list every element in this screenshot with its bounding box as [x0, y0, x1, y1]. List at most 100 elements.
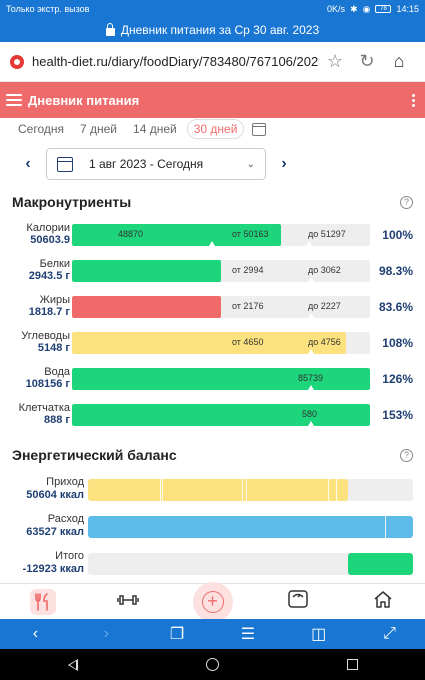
macro-name: Калории [26, 222, 70, 234]
macro-progress-bar: от 4650 до 4756 [72, 332, 370, 354]
tabs-icon[interactable]: ❐ [169, 626, 185, 643]
energy-bar [88, 553, 413, 575]
macro-progress-fill [72, 404, 370, 426]
macro-percent: 100% [382, 228, 413, 242]
macro-progress-bar: от 2176 до 2227 [72, 296, 370, 318]
energy-label: Приход 50604 ккал [8, 476, 84, 502]
period-tabs: Сегодня 7 дней 14 дней 30 дней [12, 119, 267, 139]
macro-tick-to: до 2227 [308, 301, 341, 311]
chevron-down-icon: ⌄ [246, 158, 255, 170]
date-range-row: ‹ 1 авг 2023 - Сегодня ⌄ › [0, 148, 425, 180]
energy-row: Приход 50604 ккал [0, 476, 425, 506]
add-icon: + [201, 590, 224, 613]
tab-7-days[interactable]: 7 дней [80, 122, 118, 136]
nav-food[interactable] [0, 588, 85, 615]
macro-progress-bar: от 2994 до 3062 [72, 260, 370, 282]
back-icon[interactable]: ‹ [32, 625, 39, 642]
nav-workouts[interactable] [85, 593, 170, 611]
chevron-left-icon[interactable]: ‹ [25, 155, 31, 172]
energy-name: Итого [55, 550, 84, 562]
menu-icon[interactable]: ☰ [240, 626, 256, 643]
browser-nav-bar: ‹ › ❐ ☰ ◫ ⤢ [0, 619, 425, 649]
reload-icon[interactable]: ↻ [359, 51, 375, 71]
net-speed: 0K/s [327, 4, 346, 14]
macro-progress-bar: 85739 [72, 368, 370, 390]
system-recents-button[interactable] [283, 659, 423, 670]
energy-bar-segment-divider [162, 479, 163, 501]
scale-icon [287, 590, 308, 613]
date-range-select[interactable]: 1 авг 2023 - Сегодня ⌄ [46, 148, 266, 180]
macro-percent: 153% [382, 408, 413, 422]
macro-progress-fill [72, 260, 221, 282]
macro-percent: 98.3% [378, 264, 413, 278]
energy-name: Расход [47, 513, 84, 525]
chevron-right-icon[interactable]: › [281, 155, 287, 172]
macro-target-marker [308, 313, 314, 318]
energy-value: 50604 ккал [26, 489, 84, 501]
macro-target-marker [306, 241, 312, 246]
menu-icon[interactable] [6, 94, 22, 106]
system-back-button[interactable] [3, 658, 143, 671]
macro-name: Клетчатка [18, 402, 70, 414]
macro-label: Клетчатка 888 г [8, 402, 70, 426]
tab-today[interactable]: Сегодня [18, 122, 64, 136]
battery-icon: 78 [375, 5, 392, 13]
tab-30-days[interactable]: 30 дней [186, 119, 245, 139]
macro-tick-from: от 2176 [232, 301, 264, 311]
energy-label: Итого -12923 ккал [8, 550, 84, 576]
macro-value: 888 г [44, 414, 70, 426]
calendar-icon[interactable] [252, 122, 267, 136]
macro-tick-inner: 580 [302, 409, 318, 419]
reader-mode-icon[interactable]: ◫ [311, 626, 327, 643]
home-icon [373, 590, 393, 613]
macro-value: 50603.9 [30, 234, 70, 246]
energy-bar-segment-divider [328, 479, 329, 501]
nav-weight[interactable] [255, 590, 340, 613]
macro-tick-to: до 3062 [308, 265, 341, 275]
nav-add[interactable]: + [170, 581, 255, 622]
macro-percent: 108% [382, 336, 413, 350]
nav-home[interactable] [340, 590, 425, 613]
more-options-icon[interactable] [408, 93, 419, 107]
home-icon[interactable]: ⌂ [393, 51, 405, 71]
energy-bar [88, 479, 413, 501]
bottom-nav: + [0, 581, 425, 622]
forward-icon[interactable]: › [103, 625, 109, 642]
macro-tick-from: от 2994 [232, 265, 264, 275]
macro-row: Углеводы 5148 г от 4650 до 4756 108% [0, 330, 425, 358]
macro-row: Калории 50603.9 48870 от 50163 до 51297 100% [0, 222, 425, 250]
macro-progress-fill [72, 224, 281, 246]
macro-percent: 126% [382, 372, 413, 386]
system-home-button[interactable] [143, 658, 283, 671]
energy-help-icon[interactable]: ? [400, 449, 413, 462]
macro-target-marker [209, 241, 215, 246]
url-field[interactable]: health-diet.ru/diary/foodDiary/783480/76… [32, 54, 319, 69]
energy-bar-segment-divider [160, 479, 161, 501]
macro-name: Белки [39, 258, 70, 270]
tab-14-days[interactable]: 14 дней [133, 122, 177, 136]
energy-bar-segment-divider [385, 516, 386, 538]
bookmark-star-icon[interactable]: ☆ [326, 51, 344, 71]
recents-square-icon [347, 659, 358, 670]
home-circle-icon [206, 658, 219, 671]
macro-percent: 83.6% [378, 300, 413, 314]
macro-label: Жиры 1818.7 г [8, 294, 70, 318]
food-icon [29, 588, 56, 615]
macro-target-marker [308, 421, 314, 426]
carrier-text: Только экстр. вызов [6, 4, 90, 14]
add-button: + [192, 581, 233, 622]
macro-row: Вода 108156 г 85739 126% [0, 366, 425, 394]
macro-progress-bar: 580 [72, 404, 370, 426]
macros-help-icon[interactable]: ? [400, 196, 413, 209]
energy-bar-segment-divider [246, 479, 247, 501]
site-favicon-icon [10, 54, 24, 69]
calendar-icon [57, 156, 73, 172]
macro-row: Жиры 1818.7 г от 2176 до 2227 83.6% [0, 294, 425, 322]
date-range-value: 1 авг 2023 - Сегодня [89, 157, 204, 171]
fullscreen-icon[interactable]: ⤢ [383, 625, 396, 642]
macro-tick-to: до 4756 [308, 337, 341, 347]
clock: 14:15 [396, 4, 419, 14]
macro-value: 5148 г [37, 342, 70, 354]
macro-tick-inner: 85739 [298, 373, 324, 383]
